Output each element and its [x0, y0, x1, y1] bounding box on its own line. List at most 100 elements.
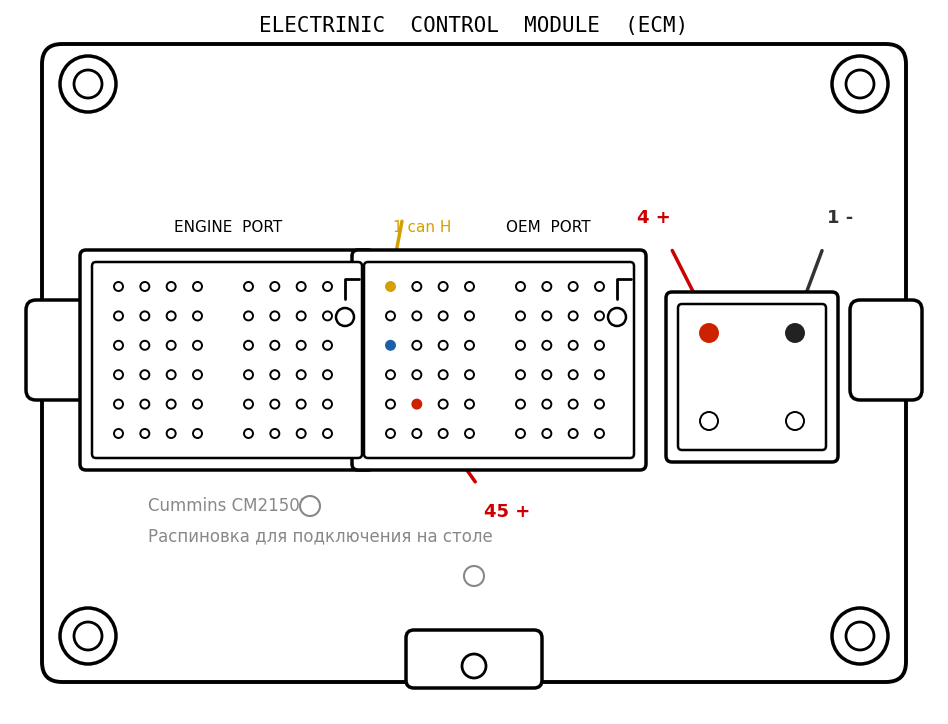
Circle shape	[114, 282, 123, 291]
FancyBboxPatch shape	[80, 250, 374, 470]
Circle shape	[244, 400, 253, 408]
Circle shape	[270, 400, 280, 408]
Circle shape	[193, 400, 202, 408]
Circle shape	[270, 341, 280, 350]
Circle shape	[244, 341, 253, 350]
Circle shape	[465, 341, 474, 350]
Circle shape	[60, 56, 116, 112]
Circle shape	[832, 608, 888, 664]
Circle shape	[323, 370, 332, 379]
Circle shape	[244, 429, 253, 438]
Circle shape	[439, 400, 447, 408]
Circle shape	[193, 370, 202, 379]
Circle shape	[569, 400, 577, 408]
Circle shape	[846, 70, 874, 98]
Circle shape	[323, 429, 332, 438]
Circle shape	[167, 311, 175, 321]
Circle shape	[140, 400, 150, 408]
Circle shape	[542, 311, 552, 321]
Circle shape	[336, 308, 354, 326]
Circle shape	[167, 400, 175, 408]
Circle shape	[140, 341, 150, 350]
Circle shape	[386, 341, 395, 350]
FancyBboxPatch shape	[666, 292, 838, 462]
Circle shape	[462, 654, 486, 678]
Circle shape	[516, 400, 525, 408]
Circle shape	[516, 429, 525, 438]
Circle shape	[595, 282, 604, 291]
Circle shape	[297, 311, 305, 321]
Circle shape	[297, 400, 305, 408]
Circle shape	[846, 622, 874, 650]
Circle shape	[786, 324, 804, 342]
FancyBboxPatch shape	[42, 44, 906, 682]
Circle shape	[114, 311, 123, 321]
Circle shape	[542, 282, 552, 291]
Circle shape	[386, 282, 395, 291]
Circle shape	[193, 341, 202, 350]
Circle shape	[832, 608, 888, 664]
Circle shape	[439, 311, 447, 321]
Circle shape	[608, 308, 626, 326]
Circle shape	[386, 429, 395, 438]
Circle shape	[297, 370, 305, 379]
FancyBboxPatch shape	[92, 262, 362, 458]
Circle shape	[569, 282, 577, 291]
FancyBboxPatch shape	[850, 300, 922, 400]
Circle shape	[114, 370, 123, 379]
Circle shape	[114, 400, 123, 408]
Circle shape	[412, 429, 421, 438]
Circle shape	[193, 282, 202, 291]
Circle shape	[74, 622, 102, 650]
Text: 1 can H: 1 can H	[393, 221, 451, 235]
Circle shape	[244, 282, 253, 291]
Circle shape	[412, 400, 421, 408]
Circle shape	[439, 341, 447, 350]
FancyBboxPatch shape	[26, 300, 98, 400]
Circle shape	[74, 70, 102, 98]
Circle shape	[700, 324, 718, 342]
Text: ELECTRINIC  CONTROL  MODULE  (ECM): ELECTRINIC CONTROL MODULE (ECM)	[260, 16, 688, 36]
Circle shape	[60, 608, 116, 664]
Circle shape	[412, 282, 421, 291]
Circle shape	[595, 400, 604, 408]
Circle shape	[595, 370, 604, 379]
Circle shape	[114, 341, 123, 350]
Circle shape	[542, 341, 552, 350]
Circle shape	[193, 429, 202, 438]
Circle shape	[542, 400, 552, 408]
Circle shape	[542, 429, 552, 438]
Text: 21 can L: 21 can L	[287, 451, 364, 469]
Circle shape	[465, 311, 474, 321]
Circle shape	[465, 370, 474, 379]
Text: 4 +: 4 +	[637, 209, 671, 227]
Circle shape	[244, 370, 253, 379]
Circle shape	[140, 370, 150, 379]
FancyBboxPatch shape	[406, 630, 542, 688]
Circle shape	[465, 400, 474, 408]
FancyBboxPatch shape	[678, 304, 826, 450]
Text: ENGINE  PORT: ENGINE PORT	[173, 221, 283, 235]
Circle shape	[167, 282, 175, 291]
Text: Cummins CM2150E: Cummins CM2150E	[148, 497, 310, 515]
Circle shape	[569, 311, 577, 321]
Circle shape	[270, 282, 280, 291]
Circle shape	[140, 429, 150, 438]
Circle shape	[439, 282, 447, 291]
Circle shape	[569, 341, 577, 350]
Circle shape	[323, 341, 332, 350]
Text: Распиновка для подключения на столе: Распиновка для подключения на столе	[148, 527, 493, 545]
Circle shape	[297, 282, 305, 291]
Circle shape	[270, 370, 280, 379]
Circle shape	[595, 311, 604, 321]
Circle shape	[323, 311, 332, 321]
Circle shape	[465, 282, 474, 291]
Circle shape	[569, 429, 577, 438]
Circle shape	[193, 311, 202, 321]
Circle shape	[140, 311, 150, 321]
Circle shape	[167, 341, 175, 350]
Circle shape	[832, 56, 888, 112]
Circle shape	[832, 56, 888, 112]
Circle shape	[516, 341, 525, 350]
Circle shape	[412, 341, 421, 350]
